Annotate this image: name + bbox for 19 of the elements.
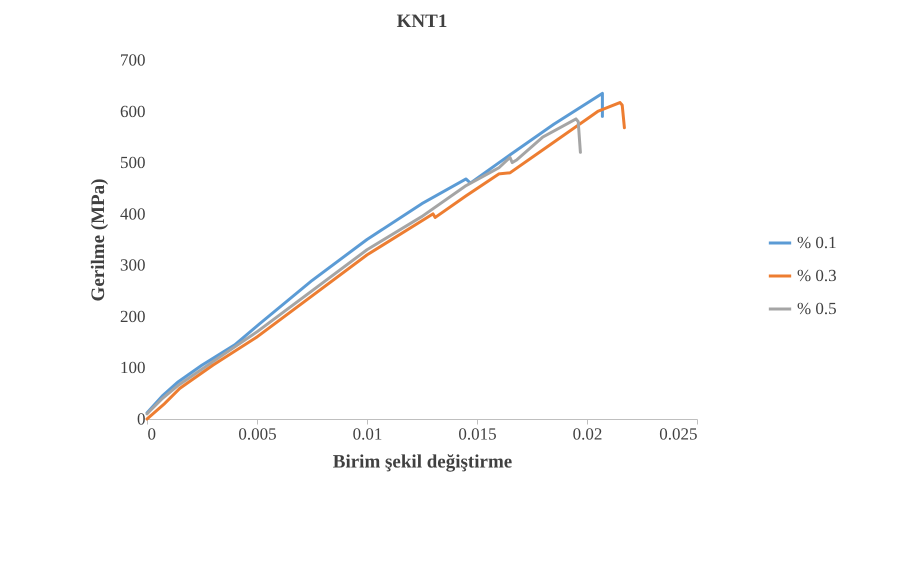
x-tick-label: 0.015 xyxy=(458,424,497,444)
y-tick-label: 0 xyxy=(137,410,146,428)
legend-label: % 0.5 xyxy=(797,299,837,318)
chart-title: KNT1 xyxy=(396,11,448,32)
y-tick-label: 200 xyxy=(120,306,146,326)
x-axis-title: Birim şekil değiştirme xyxy=(332,452,512,472)
legend-label: % 0.3 xyxy=(797,266,837,285)
y-tick-label: 400 xyxy=(120,204,146,224)
y-tick-label: 300 xyxy=(120,256,146,275)
y-tick-label: 500 xyxy=(120,153,146,172)
y-tick-label: 700 xyxy=(120,50,146,70)
x-tick-label: 0.025 xyxy=(659,424,698,444)
x-tick-label: 0.02 xyxy=(572,424,602,444)
y-tick-label: 100 xyxy=(120,358,146,378)
y-axis-title: Gerilme (MPa) xyxy=(88,178,109,302)
legend-label: % 0.1 xyxy=(797,233,837,252)
y-tick-label: 600 xyxy=(120,102,146,121)
x-tick-label: 0.005 xyxy=(238,424,277,444)
x-tick-label: 0.01 xyxy=(352,424,382,444)
